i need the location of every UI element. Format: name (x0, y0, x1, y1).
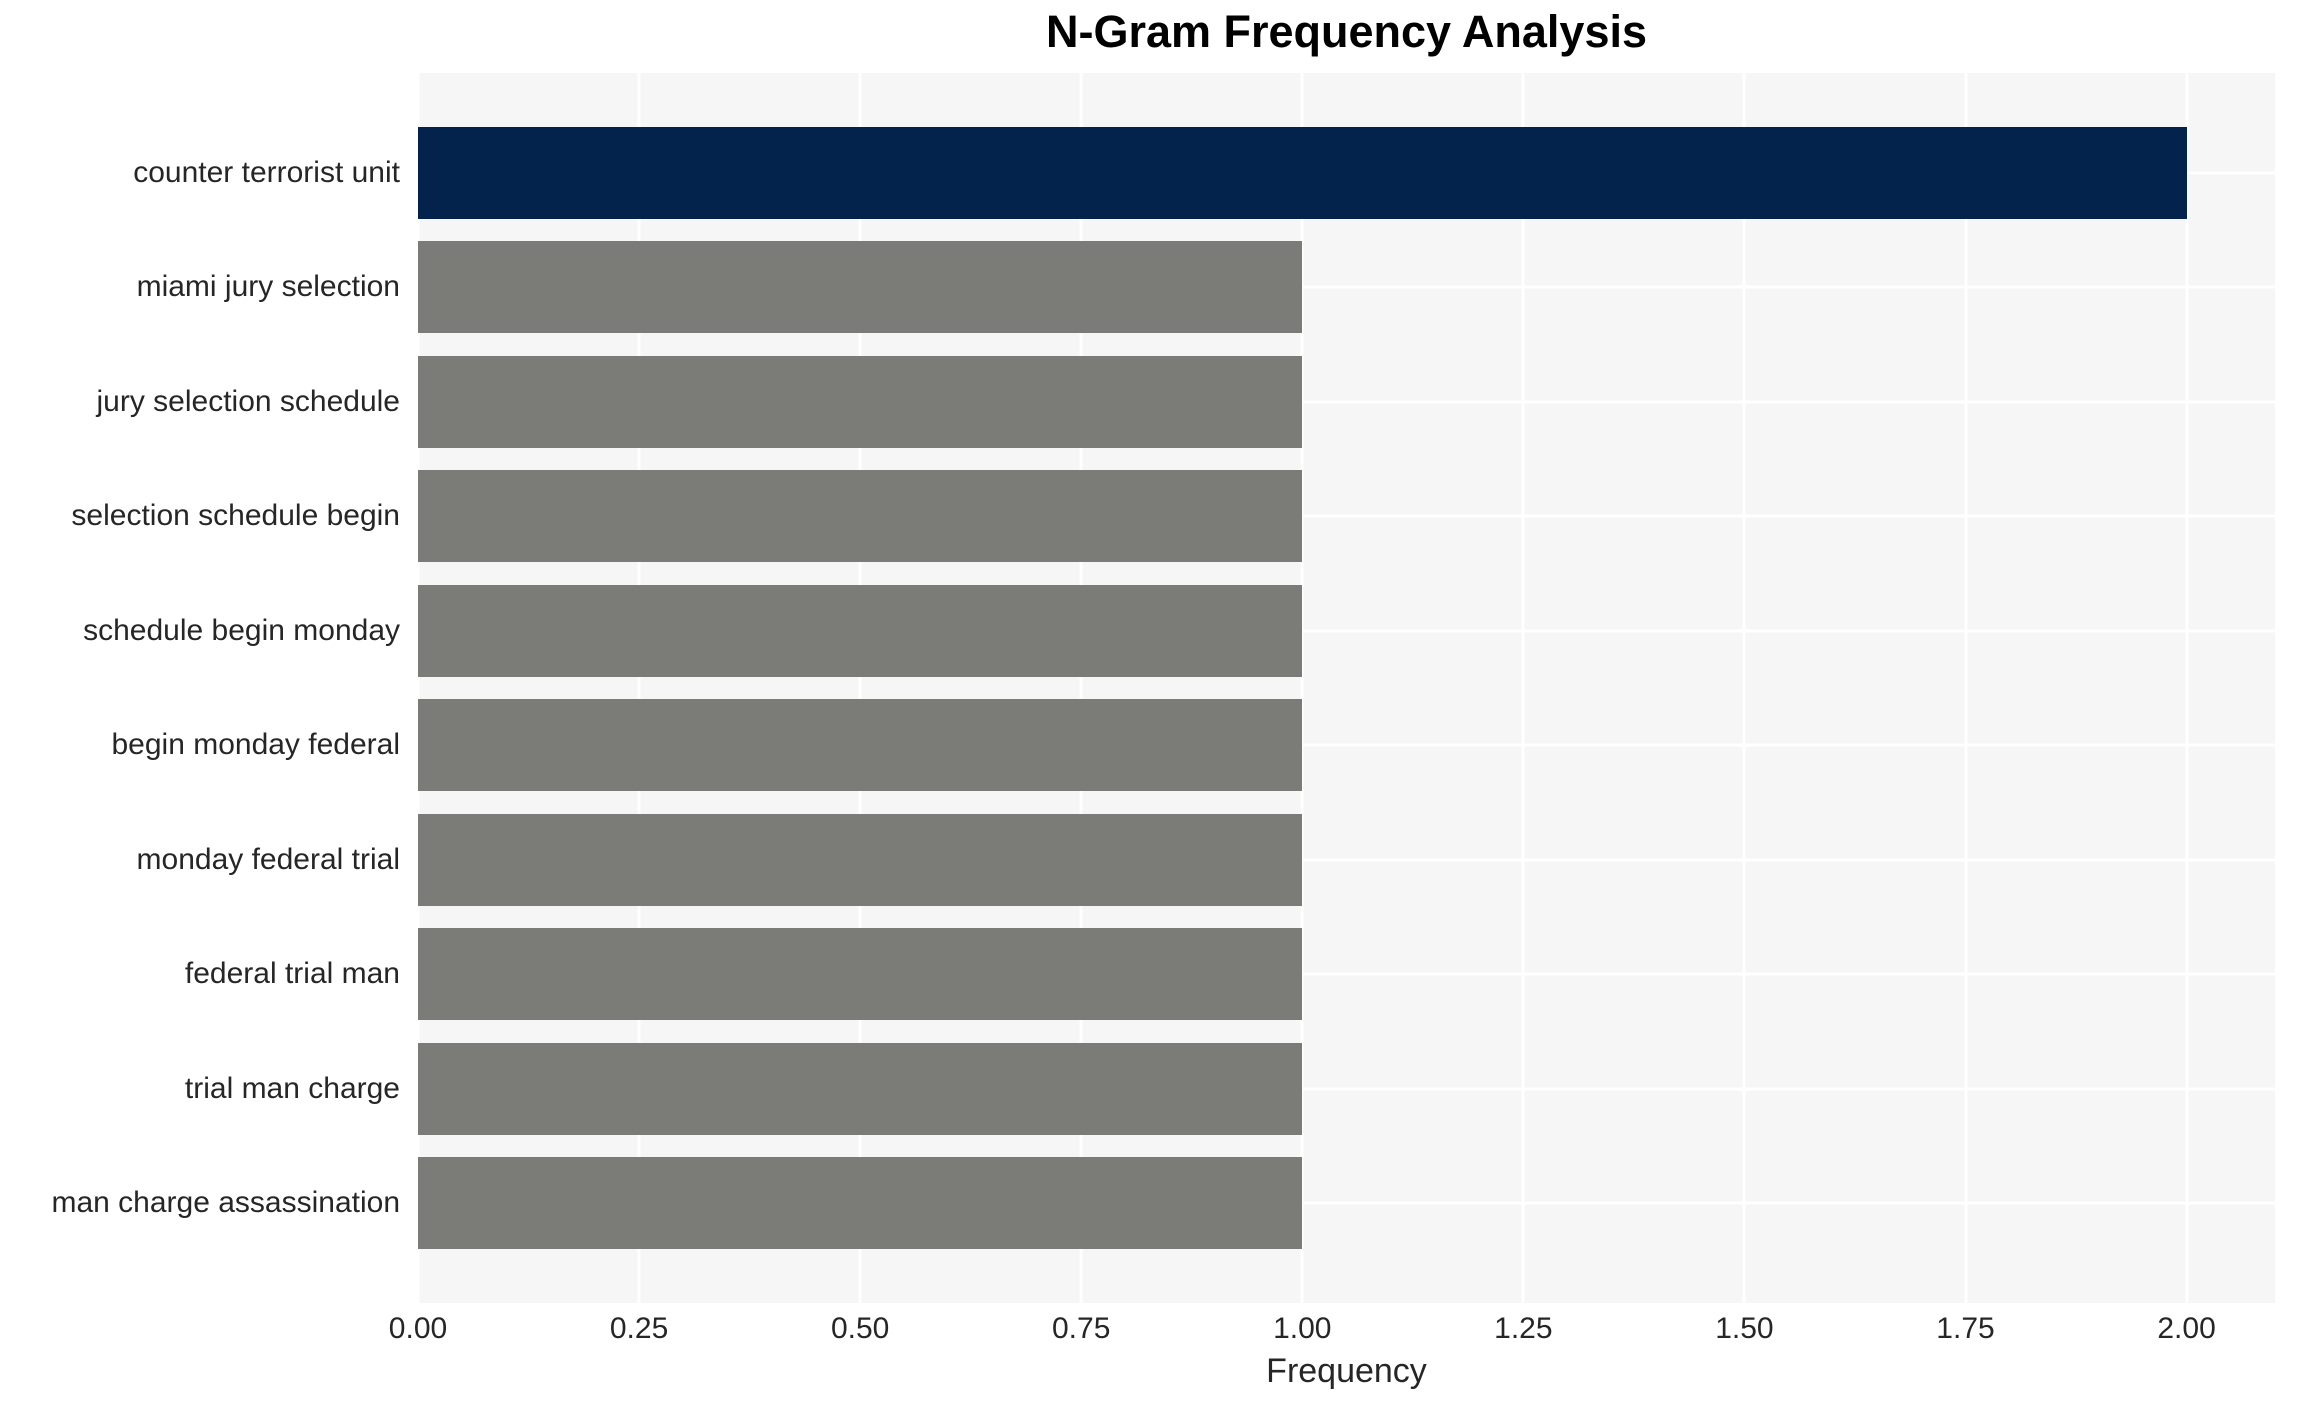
bar (418, 470, 1303, 563)
x-tick-label: 0.50 (830, 1312, 890, 1345)
bar (418, 241, 1303, 334)
y-tick-label: counter terrorist unit (133, 156, 400, 189)
plot-area (416, 73, 2275, 1303)
bar (418, 1157, 1303, 1249)
y-tick-label: man charge assassination (51, 1186, 400, 1219)
grid-line-vertical (858, 73, 862, 1303)
chart-title: N-Gram Frequency Analysis (1045, 6, 1648, 57)
grid-line-vertical (1742, 73, 1746, 1303)
grid-line-horizontal (418, 514, 2275, 518)
x-tick-label: 0.00 (388, 1312, 448, 1345)
y-tick-label: monday federal trial (136, 842, 400, 876)
grid-line-horizontal (418, 400, 2275, 404)
bar (418, 127, 2187, 219)
bar (418, 1042, 1303, 1135)
y-tick-label: trial man charge (184, 1071, 400, 1105)
grid-line-horizontal (418, 972, 2275, 976)
grid-line-horizontal (418, 1087, 2275, 1091)
x-tick-label: 1.75 (1936, 1312, 1995, 1345)
y-tick-label: federal trial man (184, 957, 400, 991)
x-tick-label: 0.25 (609, 1312, 669, 1345)
grid-line-horizontal (418, 629, 2275, 633)
y-tick-label: selection schedule begin (71, 499, 400, 533)
y-tick-label: schedule begin monday (83, 613, 400, 647)
x-tick-label: 2.00 (2157, 1312, 2216, 1345)
y-tick-label: jury selection schedule (96, 384, 400, 418)
grid-line-horizontal (418, 285, 2275, 289)
grid-line-vertical (1300, 73, 1304, 1303)
y-tick-label: begin monday federal (111, 728, 400, 762)
x-axis-title: Frequency (1266, 1352, 1427, 1390)
bar (418, 355, 1303, 448)
grid-line-vertical (2185, 73, 2189, 1303)
bar (418, 928, 1303, 1021)
grid-line-vertical (1079, 73, 1083, 1303)
x-tick-label: 0.75 (1052, 1312, 1111, 1345)
bar (418, 584, 1303, 677)
x-tick-label: 1.25 (1494, 1312, 1553, 1345)
x-tick-label: 1.50 (1715, 1312, 1774, 1345)
grid-line-horizontal (418, 743, 2275, 747)
grid-line-vertical (1964, 73, 1967, 1303)
y-tick-label: miami jury selection (136, 270, 400, 304)
bar (418, 813, 1303, 906)
bar (418, 699, 1303, 792)
grid-line-horizontal (418, 858, 2275, 862)
grid-line-vertical (416, 73, 420, 1303)
x-tick-label: 1.00 (1273, 1312, 1332, 1345)
grid-line-vertical (1521, 73, 1525, 1303)
grid-line-horizontal (418, 1201, 2275, 1205)
grid-line-vertical (637, 73, 641, 1303)
